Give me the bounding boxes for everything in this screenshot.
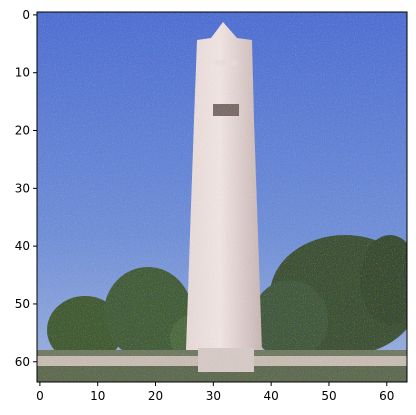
x-tick-label: 40 [264,389,279,403]
y-tick-label: 0 [22,8,30,22]
photo [37,12,416,382]
x-axis: 0 10 20 30 40 50 60 [36,382,394,403]
x-tick-label: 10 [90,389,105,403]
y-tick-label: 30 [15,181,30,195]
y-tick-label: 10 [15,66,30,80]
x-tick-label: 60 [379,389,394,403]
y-tick-label: 60 [15,355,30,369]
tower-window [213,104,239,116]
tower [186,22,262,350]
x-tick-label: 0 [36,389,44,403]
x-tick-label: 30 [206,389,221,403]
y-axis: 0 10 20 30 40 50 60 [15,8,37,369]
y-tick-label: 20 [15,124,30,138]
y-tick-label: 40 [15,239,30,253]
x-tick-label: 20 [148,389,163,403]
y-tick-label: 50 [15,297,30,311]
x-tick-label: 50 [321,389,336,403]
